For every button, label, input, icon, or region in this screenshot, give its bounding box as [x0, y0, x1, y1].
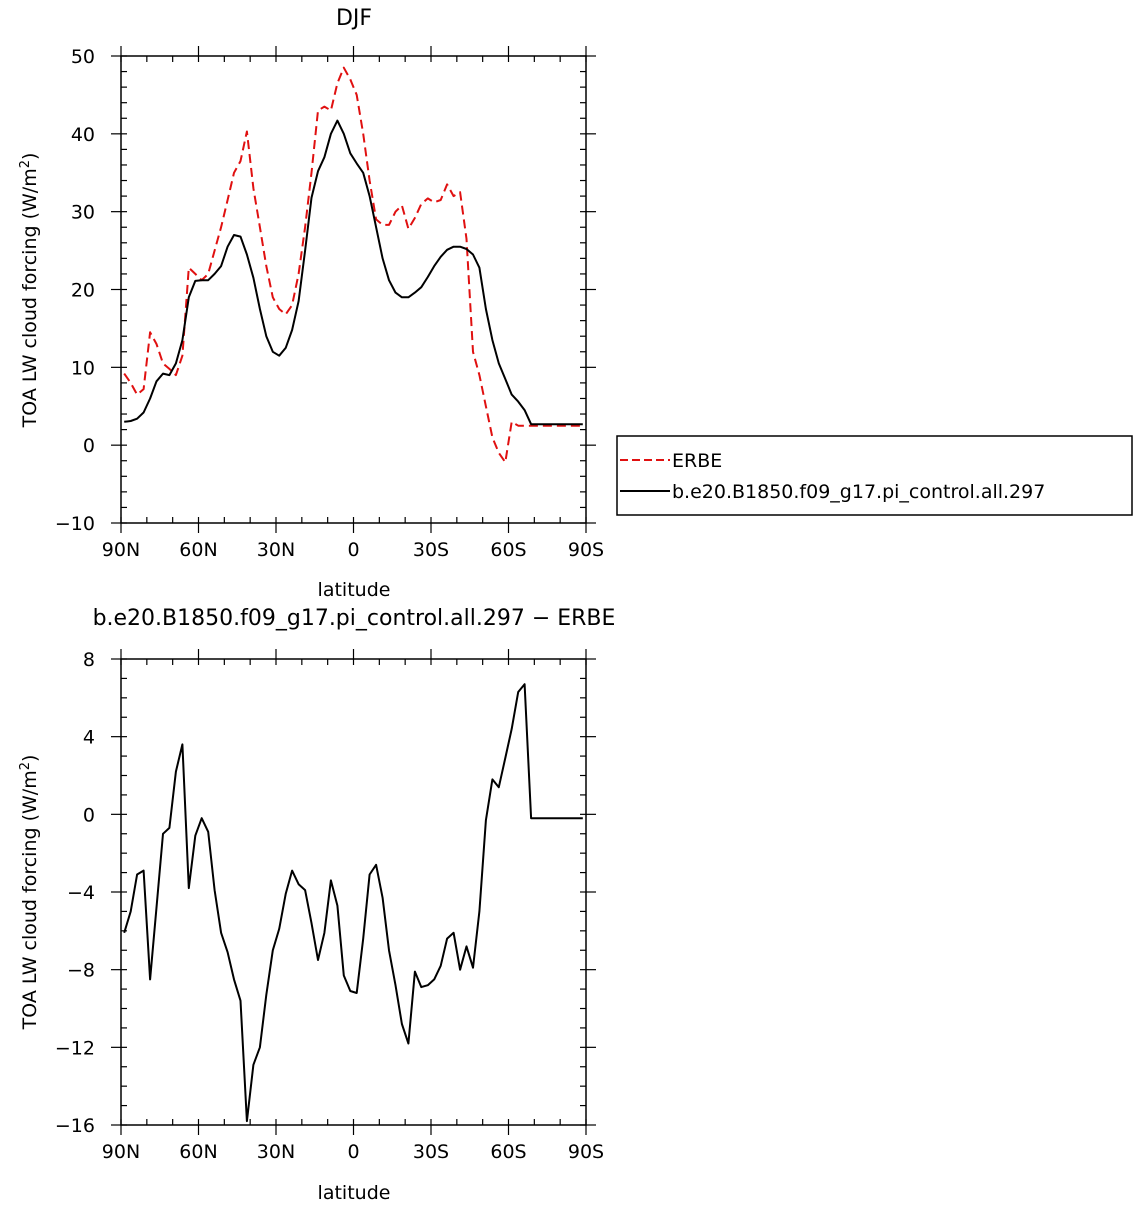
bottom-chart-x-tick-label: 90S: [568, 1141, 604, 1163]
top-chart-y-tick-label: 30: [71, 202, 95, 224]
bottom-chart-x-tick-label: 30S: [413, 1141, 449, 1163]
bottom-chart-y-tick-label: 0: [83, 804, 95, 826]
legend-label-erbe: ERBE: [672, 450, 722, 472]
bottom-chart-y-tick-label: 8: [83, 649, 95, 671]
bottom-chart-y-tick-label: −16: [55, 1115, 95, 1137]
bottom-chart-x-tick-label: 30N: [257, 1141, 295, 1163]
top-chart-x-tick-label: 90S: [568, 539, 604, 561]
bottom-chart-y-tick-label: 4: [83, 727, 95, 749]
bottom-chart-title: b.e20.B1850.f09_g17.pi_control.all.297 −…: [93, 606, 616, 631]
top-chart-ylabel: TOA LW cloud forcing (W/m2): [18, 153, 41, 429]
top-chart-y-tick-label: 20: [71, 280, 95, 302]
top-chart-xlabel: latitude: [318, 579, 391, 601]
top-chart-y-tick-label: −10: [55, 513, 95, 535]
top-chart-y-tick-label: 0: [83, 435, 95, 457]
bottom-chart-ylabel-close: ): [19, 755, 41, 762]
top-chart-series-b-e20-b1850-f09-g17-pi-control-all-297: [124, 119, 583, 426]
bottom-chart-xlabel: latitude: [318, 1182, 391, 1204]
top-chart-x-tick-label: 30N: [257, 539, 295, 561]
top-chart-x-tick-label: 0: [347, 539, 359, 561]
bottom-chart-y-tick-label: −12: [55, 1037, 95, 1059]
top-chart-title: DJF: [336, 6, 372, 31]
bottom-chart-plot-frame: [120, 658, 587, 1126]
bottom-chart-y-tick-label: −4: [67, 882, 95, 904]
bottom-chart-x-tick-label: 60N: [179, 1141, 217, 1163]
top-chart-x-tick-label: 30S: [413, 539, 449, 561]
bottom-chart-y-tick-label: −8: [67, 960, 95, 982]
top-chart-y-tick-label: 50: [71, 46, 95, 68]
top-chart-panel: DJF TOA LW cloud forcing (W/m2) latitude…: [18, 6, 604, 601]
bottom-chart-x-tick-label: 90N: [102, 1141, 140, 1163]
top-chart-x-tick-label: 60S: [490, 539, 526, 561]
top-chart-y-tick-label: 40: [71, 124, 95, 146]
legend-label-model: b.e20.B1850.f09_g17.pi_control.all.297: [672, 481, 1045, 503]
top-chart-ylabel-sup: 2: [18, 160, 33, 168]
legend-box: [616, 435, 1133, 516]
bottom-chart-ylabel-sup: 2: [18, 762, 33, 770]
top-chart-ylabel-close: ): [19, 153, 41, 160]
top-chart-legend: ERBE b.e20.B1850.f09_g17.pi_control.all.…: [616, 435, 1133, 516]
top-chart-plot-frame: [120, 55, 587, 524]
bottom-chart-series-line-0: [123, 683, 583, 1123]
bottom-chart-x-tick-label: 0: [347, 1141, 359, 1163]
top-chart-x-tick-label: 60N: [179, 539, 217, 561]
bottom-chart-ylabel-main: TOA LW cloud forcing (W/m: [19, 770, 41, 1030]
top-chart-series-erbe: [123, 66, 583, 464]
bottom-chart-x-tick-label: 60S: [490, 1141, 526, 1163]
top-chart-ylabel-main: TOA LW cloud forcing (W/m: [19, 168, 41, 428]
top-chart-x-tick-label: 90N: [102, 539, 140, 561]
top-chart-y-tick-label: 10: [71, 357, 95, 379]
bottom-chart-panel: b.e20.B1850.f09_g17.pi_control.all.297 −…: [18, 606, 615, 1204]
bottom-chart-ylabel: TOA LW cloud forcing (W/m2): [18, 755, 41, 1031]
